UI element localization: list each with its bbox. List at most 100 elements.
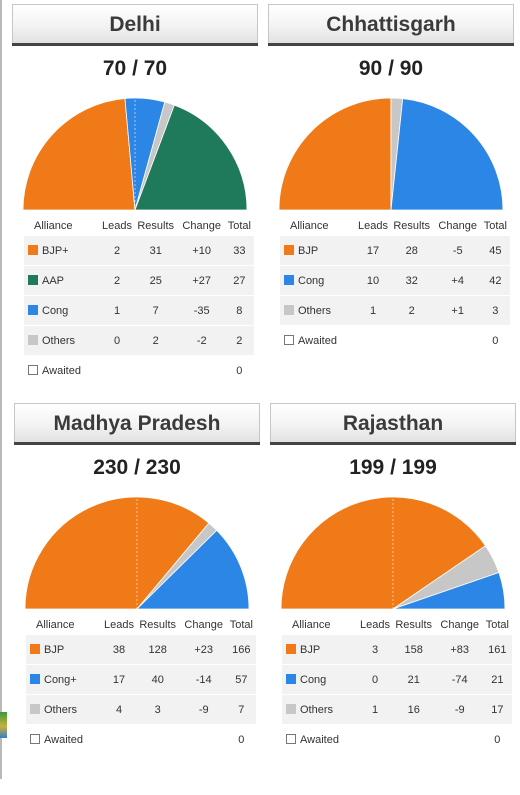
leads-cell (101, 356, 132, 385)
pie-slice-bjp (24, 496, 210, 610)
total-cell: 8 (224, 296, 254, 325)
legend-swatch (28, 364, 38, 375)
total-cell: 27 (224, 266, 254, 295)
results-cell (135, 725, 181, 754)
column-header-results: Results (395, 619, 433, 631)
alliance-label: Cong (298, 274, 325, 287)
legend-swatch (28, 334, 38, 345)
alliance-label: Cong+ (44, 673, 77, 686)
leads-cell: 3 (359, 635, 391, 664)
results-cell: 21 (390, 665, 437, 694)
total-cell: 3 (480, 296, 510, 325)
alliance-cell: Awaited (24, 356, 101, 385)
total-cell: 57 (226, 665, 256, 694)
leads-cell: 2 (101, 236, 133, 265)
tab-underline (268, 43, 514, 46)
seat-count: 70 / 70 (102, 57, 168, 80)
table-row: Cong+ 17 40 -14 57 (26, 665, 256, 694)
alliance-cell: Cong (282, 665, 360, 694)
results-cell (391, 725, 437, 754)
change-cell: -35 (178, 296, 225, 325)
alliance-cell: Others (24, 326, 102, 355)
results-cell (389, 326, 435, 355)
change-cell: -9 (180, 695, 227, 724)
tab-underline (12, 43, 258, 46)
column-header-results: Results (139, 619, 177, 631)
alliance-label: Others (44, 703, 78, 716)
total-cell: 0 (492, 334, 499, 347)
results-table: Alliance Leads Results Change Total BJP+ 2 31 +1… (24, 216, 254, 386)
table-header-row: Alliance Leads Results Change Total (280, 217, 510, 235)
leads-cell: 4 (103, 695, 135, 724)
alliance-cell: Cong (280, 266, 358, 295)
column-header-alliance: Alliance (34, 220, 73, 232)
total-cell: 17 (482, 695, 512, 724)
results-cell: 2 (388, 296, 435, 325)
alliance-cell: Cong (24, 296, 102, 325)
results-cell: 28 (388, 236, 435, 265)
legend-swatch (284, 274, 294, 285)
results-cell: 3 (134, 695, 181, 724)
legend-swatch (28, 244, 38, 255)
change-cell: -14 (180, 665, 227, 694)
change-cell: -5 (434, 236, 481, 265)
half-pie-chart (22, 97, 248, 211)
change-cell (179, 356, 225, 385)
total-cell: 0 (238, 733, 245, 746)
results-cell: 25 (132, 266, 179, 295)
legend-swatch (30, 703, 40, 714)
alliance-label: Awaited (42, 364, 81, 377)
alliance-label: Awaited (298, 334, 337, 347)
results-cell: 7 (132, 296, 179, 325)
table-row: BJP 17 28 -5 45 (280, 236, 510, 265)
alliance-label: BJP (44, 643, 65, 656)
alliance-label: BJP (300, 643, 321, 656)
pie-slice-cong (390, 98, 504, 211)
column-header-results: Results (137, 220, 175, 232)
state-tab[interactable]: Delhi (12, 4, 258, 43)
seat-count: 230 / 230 (93, 456, 181, 479)
state-tab[interactable]: Chhattisgarh (268, 4, 514, 43)
legend-swatch (284, 304, 294, 315)
results-cell: 31 (132, 236, 179, 265)
legend-swatch (286, 703, 296, 714)
results-cell: 40 (134, 665, 181, 694)
table-row: Others 4 3 -9 7 (26, 695, 256, 724)
results-cell: 128 (134, 635, 181, 664)
alliance-label: Others (300, 703, 334, 716)
alliance-label: Cong (300, 673, 327, 686)
column-header-change: Change (438, 220, 477, 232)
state-panel-rajasthan: Rajasthan 199 / 199 Alliance Leads Results… (270, 403, 518, 795)
results-cell: 2 (132, 326, 179, 355)
column-header-leads: Leads (104, 619, 135, 631)
total-cell: 166 (226, 635, 256, 664)
alliance-label: Cong (42, 304, 69, 317)
alliance-label: Awaited (44, 733, 83, 746)
table-row: BJP 3 158 +83 161 (282, 635, 512, 664)
table-row: Cong 0 21 -74 21 (282, 665, 512, 694)
results-cell: 16 (390, 695, 437, 724)
table-row: Awaited 0 (24, 356, 254, 385)
seat-count: 90 / 90 (358, 57, 424, 80)
half-pie-chart (280, 496, 506, 610)
leads-cell (359, 725, 390, 754)
tab-underline (270, 442, 516, 445)
state-tab[interactable]: Rajasthan (270, 403, 516, 442)
legend-swatch (284, 334, 294, 345)
column-header-total: Total (227, 220, 251, 232)
legend-swatch (28, 274, 38, 285)
table-row: Others 0 2 -2 2 (24, 326, 254, 355)
pie-slice-bjp (278, 97, 392, 211)
table-row: Awaited 0 (282, 725, 512, 754)
alliance-cell: Awaited (280, 326, 357, 355)
total-cell: 0 (236, 364, 243, 377)
alliance-cell: BJP+ (24, 236, 102, 265)
state-tab[interactable]: Madhya Pradesh (14, 403, 260, 442)
change-cell (437, 725, 483, 754)
results-cell: 32 (388, 266, 435, 295)
total-cell: 2 (224, 326, 254, 355)
leads-cell: 1 (357, 296, 389, 325)
results-cell (133, 356, 179, 385)
legend-swatch (30, 673, 40, 684)
change-cell: -74 (436, 665, 483, 694)
